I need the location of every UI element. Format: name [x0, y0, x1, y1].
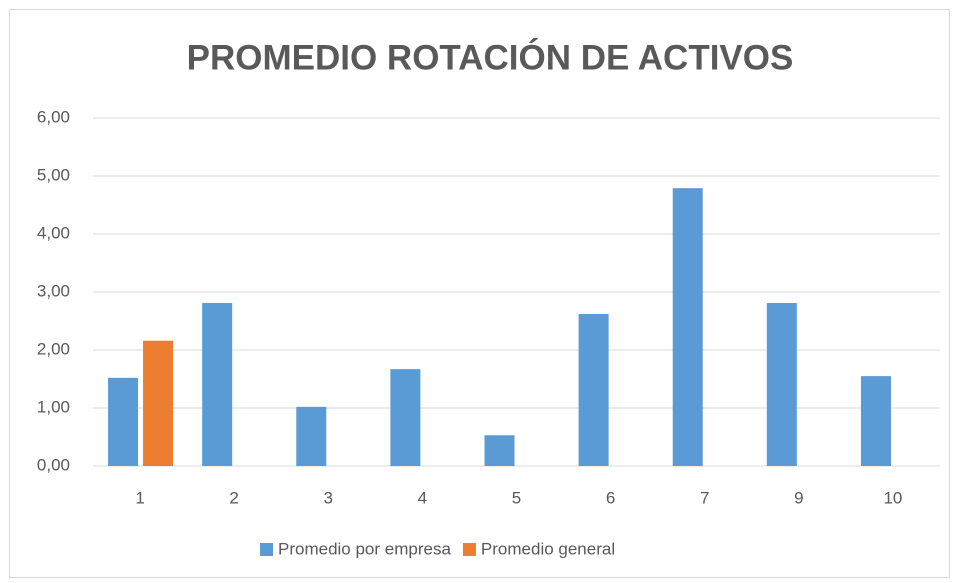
y-tick-label: 6,00 [37, 107, 70, 126]
y-tick-label: 0,00 [37, 455, 70, 474]
x-tick-label: 6 [606, 488, 615, 507]
bar [390, 369, 421, 466]
x-tick-label: 3 [324, 488, 333, 507]
bar [143, 340, 174, 466]
x-tick-label: 9 [794, 488, 803, 507]
bar [484, 435, 515, 466]
bar [766, 303, 797, 466]
x-tick-label: 10 [883, 488, 902, 507]
y-tick-label: 2,00 [37, 339, 70, 358]
bar [108, 377, 139, 466]
legend-label: Promedio general [481, 539, 615, 558]
bar [296, 406, 327, 466]
bar [202, 303, 233, 466]
legend-swatch [260, 543, 273, 556]
x-tick-label: 1 [135, 488, 144, 507]
legend-swatch [462, 543, 476, 556]
bar [672, 188, 703, 466]
chart-border [9, 9, 950, 578]
bar [578, 314, 609, 466]
chart-title: PROMEDIO ROTACIÓN DE ACTIVOS [187, 37, 794, 77]
y-tick-label: 4,00 [37, 223, 70, 242]
x-tick-label: 2 [229, 488, 238, 507]
y-tick-label: 3,00 [37, 281, 70, 300]
bar [860, 376, 891, 466]
y-tick-label: 5,00 [37, 165, 70, 184]
legend-label: Promedio por empresa [278, 539, 451, 558]
y-tick-label: 1,00 [37, 397, 70, 416]
x-tick-label: 7 [700, 488, 709, 507]
x-tick-label: 5 [512, 488, 521, 507]
x-tick-label: 4 [418, 488, 427, 507]
